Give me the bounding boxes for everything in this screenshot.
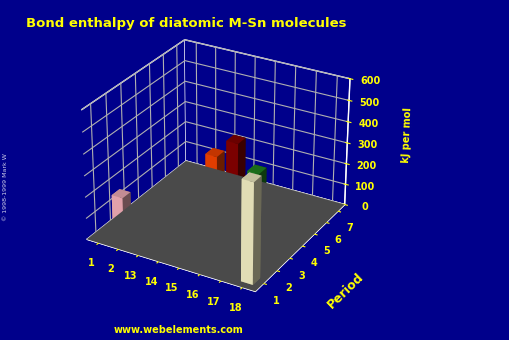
- Text: Bond enthalpy of diatomic M-Sn molecules: Bond enthalpy of diatomic M-Sn molecules: [25, 17, 345, 30]
- Text: © 1998-1999 Mark W: © 1998-1999 Mark W: [3, 153, 8, 221]
- Text: www.webelements.com: www.webelements.com: [114, 325, 243, 335]
- Y-axis label: Period: Period: [324, 271, 366, 312]
